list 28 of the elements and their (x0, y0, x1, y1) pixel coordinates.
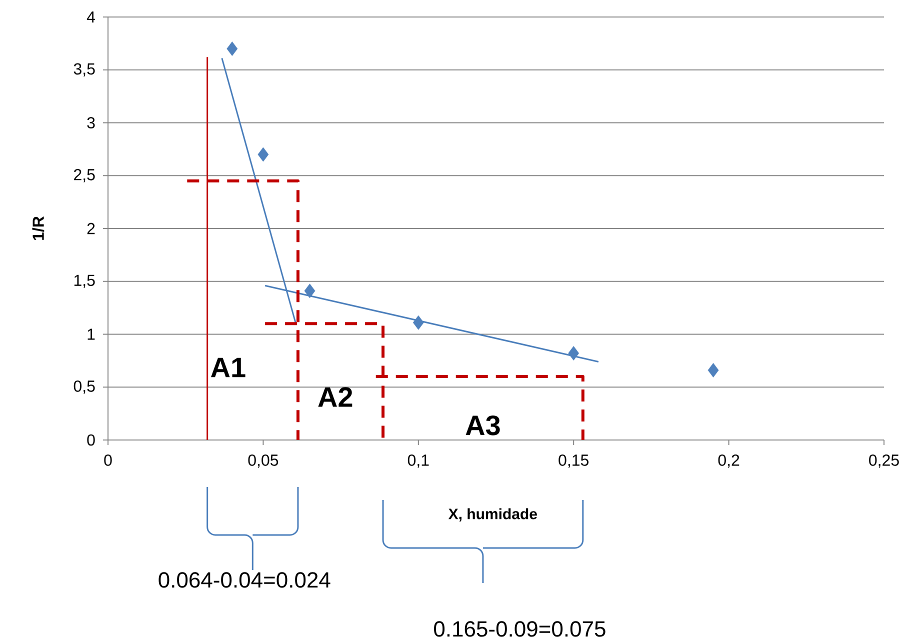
text: 0.064-0.04=0.024 (158, 572, 330, 588)
y-tick-label: 0 (87, 434, 95, 446)
y-tick-label: 1,5 (74, 274, 95, 288)
x-tick-label: 0,15 (558, 454, 588, 468)
y-tick-label: 0,5 (74, 380, 95, 394)
point (568, 346, 580, 360)
point (708, 362, 719, 378)
annotation: A3 (466, 415, 500, 436)
x-tick-label: 0 (104, 454, 112, 466)
y-tick-label: 3,5 (74, 63, 95, 76)
x-tick-label: 0,05 (248, 454, 278, 468)
y-tick-label: 3 (87, 117, 95, 128)
annotation: A1 (210, 358, 246, 378)
x-tick-label: 0,1 (408, 454, 429, 468)
point (258, 147, 269, 162)
annotation: A2 (318, 387, 352, 407)
y-tick-label: 2 (87, 222, 95, 234)
x-axis-title: X, humidade (448, 508, 537, 522)
point (226, 42, 238, 56)
x-tick-label: 0,2 (718, 454, 740, 468)
y-tick-label: 1 (88, 328, 95, 340)
y-tick-label: 2,5 (74, 169, 95, 182)
point (412, 315, 424, 330)
text: 0.165-0.09=0.075 (434, 621, 606, 637)
point (304, 284, 316, 298)
x-tick-label: 0,25 (869, 454, 899, 468)
y-tick-label: 4 (86, 11, 95, 22)
y-axis-title: 1/R (32, 216, 44, 240)
